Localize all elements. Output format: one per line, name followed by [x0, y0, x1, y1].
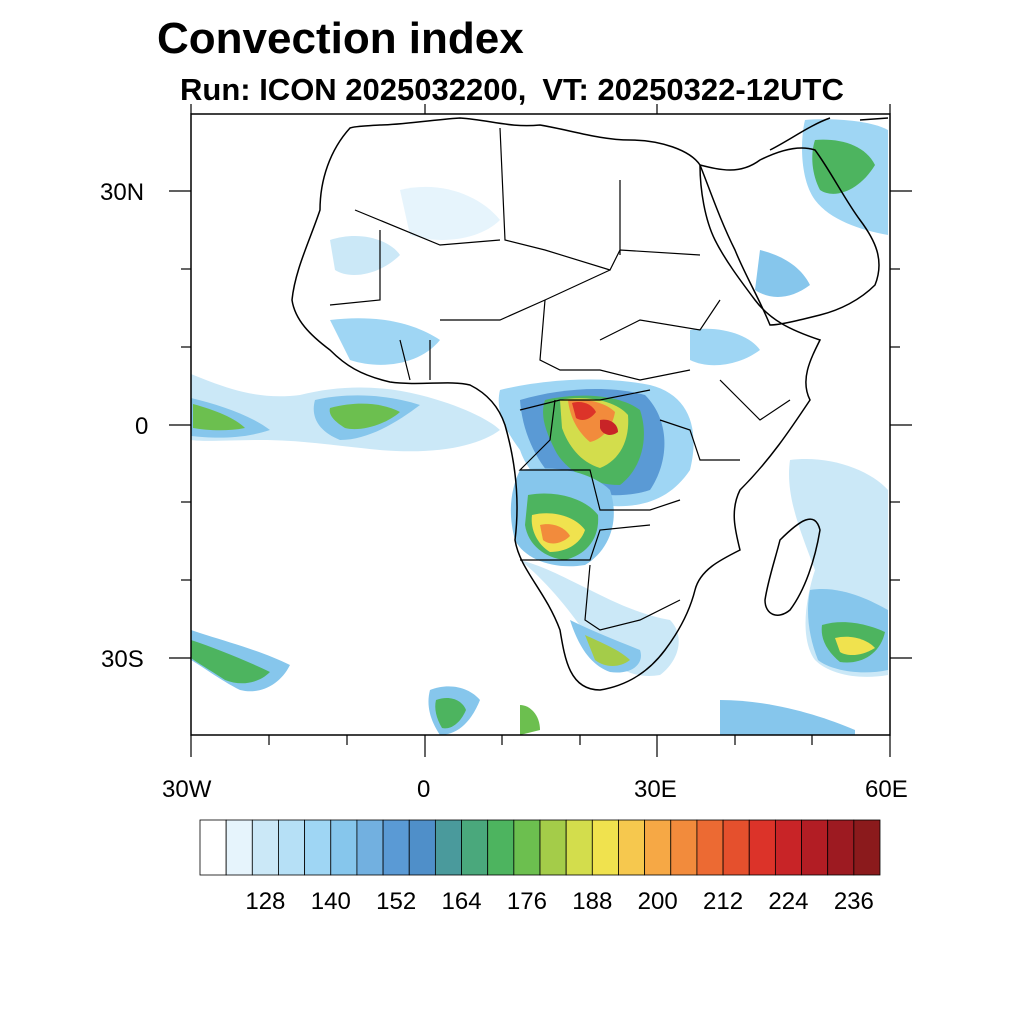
colorbar-box [539, 819, 567, 876]
colorbar-label: 224 [768, 888, 809, 915]
colorbar-box [199, 819, 227, 876]
colorbar-box [251, 819, 279, 876]
colorbar-label: 128 [245, 888, 286, 915]
colorbar-box [356, 819, 384, 876]
lon-tick-30w: 30W [162, 776, 212, 803]
colorbar-box [801, 819, 829, 876]
colorbar-label: 164 [441, 888, 482, 915]
run-label: Run: ICON 2025032200, [180, 72, 527, 107]
colorbar-box [304, 819, 332, 876]
lat-tick-0: 0 [135, 413, 149, 440]
colorbar-box [434, 819, 462, 876]
colorbar-box [644, 819, 672, 876]
field-southern-africa [520, 560, 679, 676]
colorbar-box [853, 819, 881, 876]
field-atlantic-equatorial [191, 374, 500, 452]
colorbar-box [827, 819, 855, 876]
chart-title: Convection index [157, 14, 524, 63]
colorbar-box [487, 819, 515, 876]
colorbar-box [591, 819, 619, 876]
colorbar-box [461, 819, 489, 876]
lon-tick-0: 0 [417, 776, 431, 803]
colorbar-label: 140 [310, 888, 351, 915]
colorbar-label: 152 [376, 888, 417, 915]
colorbar-box [330, 819, 358, 876]
lat-tick-30s: 30S [101, 646, 144, 673]
colorbar-box [408, 819, 436, 876]
chart-subtitle: Run: ICON 2025032200, VT: 20250322-12UTC [180, 72, 844, 108]
colorbar [199, 819, 881, 876]
colorbar-box [225, 819, 253, 876]
lon-tick-30e: 30E [634, 776, 677, 803]
colorbar-label: 176 [506, 888, 547, 915]
colorbar-label: 236 [833, 888, 874, 915]
country-borders [329, 127, 791, 631]
colorbar-label: 188 [572, 888, 613, 915]
convection-field [191, 119, 888, 735]
colorbar-box [670, 819, 698, 876]
colorbar-label: 212 [703, 888, 744, 915]
lat-tick-30n: 30N [100, 179, 145, 206]
colorbar-label: 200 [637, 888, 678, 915]
field-south-atlantic [191, 630, 540, 735]
colorbar-box [278, 819, 306, 876]
colorbar-box [618, 819, 646, 876]
axis-ticks [169, 104, 912, 757]
colorbar-box [565, 819, 593, 876]
colorbar-box [513, 819, 541, 876]
colorbar-box [696, 819, 724, 876]
colorbar-box [748, 819, 776, 876]
valid-time-label: VT: 20250322-12UTC [542, 72, 844, 107]
lon-tick-60e: 60E [865, 776, 908, 803]
colorbar-box [382, 819, 410, 876]
colorbar-box [722, 819, 750, 876]
colorbar-box [774, 819, 802, 876]
field-angola [510, 468, 614, 567]
field-east-africa [330, 119, 888, 366]
field-indian-ocean [720, 459, 888, 735]
coastlines [291, 117, 889, 691]
